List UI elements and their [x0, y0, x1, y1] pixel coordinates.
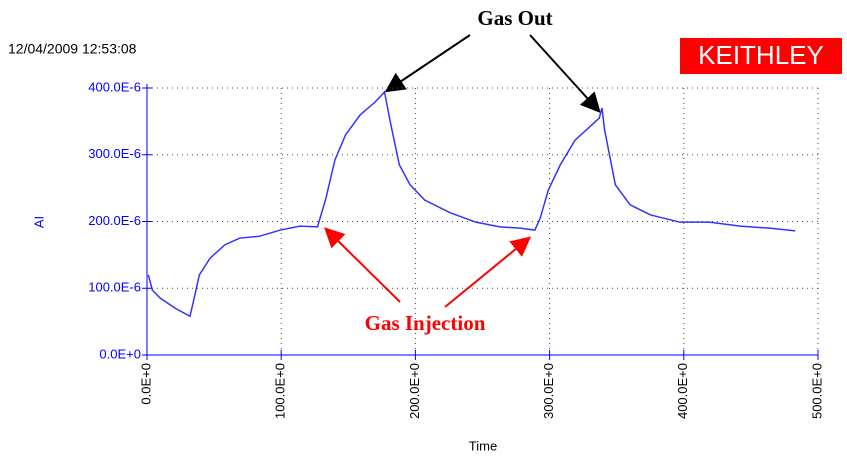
x-tick-label: 100.0E+0	[273, 363, 288, 419]
y-axis-label: AI	[31, 216, 46, 228]
annotation: Gas Injection	[365, 311, 486, 335]
x-tick-label: 400.0E+0	[675, 363, 690, 419]
arrow	[384, 34, 471, 93]
x-tick-label: 200.0E+0	[407, 363, 422, 419]
x-tick-label: 500.0E+0	[809, 363, 824, 419]
logo-box	[680, 38, 842, 74]
y-tick-label: 400.0E-6	[88, 79, 141, 94]
data-line	[147, 90, 796, 318]
annotation: Gas Out	[477, 6, 552, 30]
y-tick-label: 200.0E-6	[88, 213, 141, 228]
y-tick-label: 0.0E+0	[99, 346, 141, 361]
arrow	[444, 236, 532, 308]
timestamp: 12/04/2009 12:53:08	[8, 41, 137, 57]
y-tick-label: 100.0E-6	[88, 280, 141, 295]
logo: KEITHLEY	[698, 40, 824, 70]
y-tick-label: 300.0E-6	[88, 146, 141, 161]
x-tick-label: 300.0E+0	[541, 363, 556, 419]
x-axis-label: Time	[469, 438, 497, 453]
arrow	[529, 34, 601, 113]
arrow	[324, 227, 401, 303]
x-tick-label: 0.0E+0	[138, 363, 153, 405]
